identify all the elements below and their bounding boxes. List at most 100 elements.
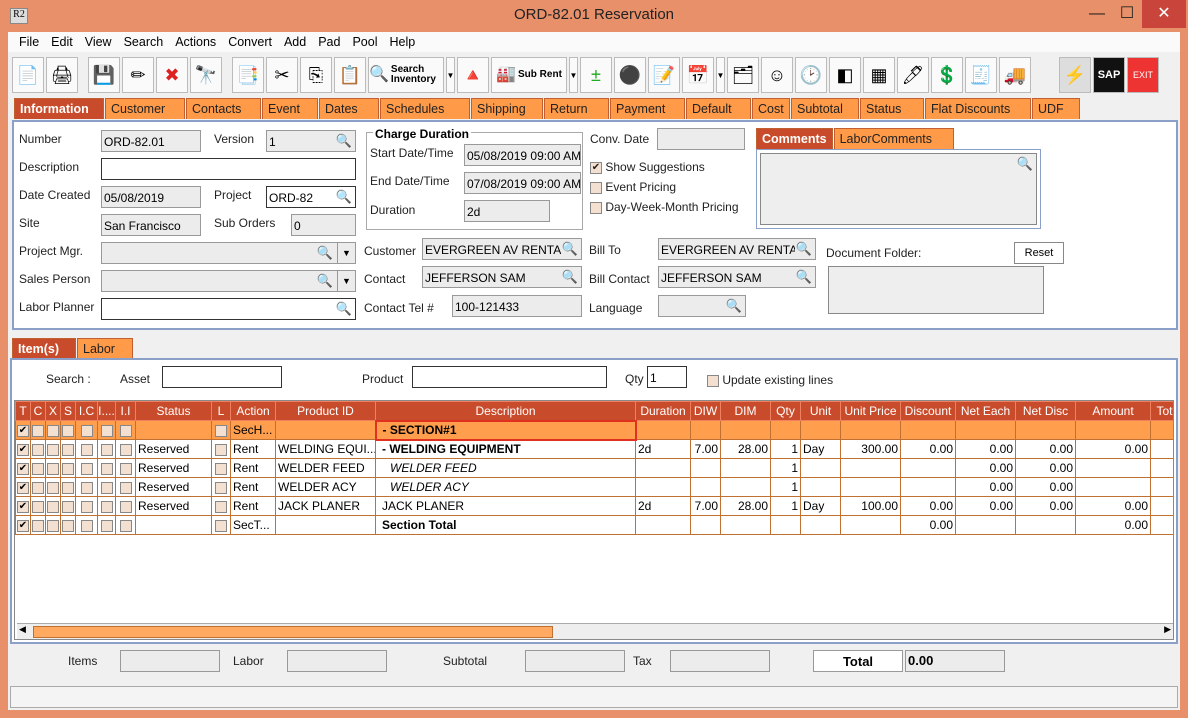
labor-planner-field[interactable]: 🔍	[101, 298, 356, 320]
column-header[interactable]: Net Disc	[1015, 401, 1076, 421]
column-header[interactable]: T	[15, 401, 31, 421]
menu-edit[interactable]: Edit	[51, 35, 73, 49]
column-header[interactable]: DIM	[720, 401, 771, 421]
cell-product[interactable]: WELDER ACY	[275, 477, 376, 497]
cell-unit[interactable]	[800, 477, 841, 497]
sales-person-field[interactable]: 🔍 ▼	[101, 270, 356, 292]
cell-net-each[interactable]	[955, 515, 1016, 535]
checkbox[interactable]	[32, 481, 44, 494]
cell-status[interactable]: Reserved	[135, 458, 212, 478]
cell-duration[interactable]: 2d	[635, 496, 691, 516]
checkbox[interactable]	[62, 443, 74, 456]
row-checkbox-cell[interactable]	[30, 458, 46, 478]
row-checkbox-cell[interactable]	[97, 515, 116, 535]
search-icon[interactable]: 🔍	[725, 298, 742, 313]
column-header[interactable]: Description	[375, 401, 636, 421]
edit-pencil-icon[interactable]: ✏	[122, 57, 154, 93]
cell-net-each[interactable]: 0.00	[955, 439, 1016, 459]
new-icon[interactable]: 📄	[12, 57, 44, 93]
cell-amount[interactable]	[1075, 458, 1151, 478]
cell-net-disc[interactable]	[1015, 515, 1076, 535]
row-checkbox-cell[interactable]: ✔	[15, 420, 31, 440]
cell-qty[interactable]: 1	[770, 458, 801, 478]
checkbox[interactable]	[32, 424, 44, 437]
checkbox[interactable]	[32, 443, 44, 456]
checkbox[interactable]	[215, 500, 227, 513]
truck-icon[interactable]: 🚚	[999, 57, 1031, 93]
row-checkbox-cell[interactable]	[75, 458, 98, 478]
document-folder-box[interactable]	[828, 266, 1044, 314]
checkbox[interactable]	[47, 424, 59, 437]
contact-field[interactable]: JEFFERSON SAM 🔍	[422, 266, 582, 288]
menu-pad[interactable]: Pad	[318, 35, 341, 49]
row-checkbox-cell[interactable]	[115, 496, 136, 516]
checkbox[interactable]	[215, 424, 227, 437]
cell-discount[interactable]: 0.00	[900, 439, 956, 459]
cell-duration[interactable]: 2d	[635, 439, 691, 459]
search-inventory-button[interactable]: 🔍 Search Inventory	[368, 57, 444, 93]
shapes-icon[interactable]: 🔺	[457, 57, 489, 93]
checkbox[interactable]	[119, 481, 132, 494]
cell-unit[interactable]: Day	[800, 439, 841, 459]
cell-product[interactable]: JACK PLANER	[275, 496, 376, 516]
row-checkbox-cell[interactable]	[97, 420, 116, 440]
cell-amount[interactable]: 0.00	[1075, 515, 1151, 535]
add-remove-icon[interactable]: ±	[580, 57, 612, 93]
checkbox[interactable]	[62, 481, 74, 494]
row-checkbox-cell[interactable]	[97, 439, 116, 459]
column-header[interactable]: Amount	[1075, 401, 1151, 421]
table-row[interactable]: ✔ SecH... - SECTION#1	[15, 419, 1173, 441]
row-checkbox-cell[interactable]	[75, 420, 98, 440]
cell-duration[interactable]	[635, 458, 691, 478]
cell-amount[interactable]: 0.00	[1075, 439, 1151, 459]
menu-actions[interactable]: Actions	[175, 35, 217, 49]
cell-net-disc[interactable]: 0.00	[1015, 458, 1076, 478]
row-checkbox-cell[interactable]	[75, 477, 98, 497]
product-input[interactable]	[412, 366, 607, 388]
cell-action[interactable]: SecH...	[230, 420, 276, 440]
row-checkbox-cell[interactable]: ✔	[15, 439, 31, 459]
tab-status[interactable]: Status	[860, 98, 924, 119]
chevron-down-icon[interactable]: ▼	[337, 243, 355, 263]
conv-date-field[interactable]	[657, 128, 745, 150]
cell-net-disc[interactable]: 0.00	[1015, 439, 1076, 459]
table-row[interactable]: ✔ Reserved Rent WELDER ACY WELDER ACY 1 0.00 0.…	[15, 477, 1173, 497]
cell-unit[interactable]	[800, 515, 841, 535]
language-field[interactable]: 🔍	[658, 295, 746, 317]
checkbox[interactable]	[119, 500, 132, 513]
chevron-down-icon[interactable]: ▼	[337, 271, 355, 291]
cell-price[interactable]: 100.00	[840, 496, 901, 516]
cell-net-each[interactable]: 0.00	[955, 477, 1016, 497]
checkbox[interactable]	[47, 443, 59, 456]
row-checkbox-cell[interactable]	[75, 515, 98, 535]
notepad-icon[interactable]: 📝	[648, 57, 680, 93]
tab-dates[interactable]: Dates	[319, 98, 379, 119]
row-checkbox-cell[interactable]	[45, 439, 61, 459]
cell-net-each[interactable]: 0.00	[955, 458, 1016, 478]
menu-help[interactable]: Help	[389, 35, 416, 49]
cell-action[interactable]: SecT...	[230, 515, 276, 535]
table-row[interactable]: ✔ Reserved Rent WELDING EQUI... - WELDING EQ…	[15, 439, 1173, 459]
form-edit-icon[interactable]: 🖊	[897, 57, 929, 93]
row-checkbox-cell[interactable]	[45, 515, 61, 535]
table-row[interactable]: ✔ Reserved Rent WELDER FEED WELDER FEED 1 0.00…	[15, 458, 1173, 478]
number-field[interactable]: ORD-82.01	[101, 130, 201, 152]
tab-customer[interactable]: Customer	[105, 98, 185, 119]
cell-diw[interactable]	[690, 477, 721, 497]
calendar-icon[interactable]: 📅	[682, 57, 714, 93]
cell-dim[interactable]	[720, 458, 771, 478]
money-icon[interactable]: 💲	[931, 57, 963, 93]
cell-desc[interactable]: Section Total	[375, 515, 636, 535]
menu-view[interactable]: View	[84, 35, 112, 49]
checkbox[interactable]	[62, 424, 74, 437]
checkbox[interactable]	[100, 500, 113, 513]
tab-flat-discounts[interactable]: Flat Discounts	[925, 98, 1031, 119]
column-header[interactable]: X	[45, 401, 61, 421]
tab-return[interactable]: Return	[544, 98, 609, 119]
row-checkbox-cell[interactable]: ✔	[15, 477, 31, 497]
row-checkbox-cell[interactable]: ✔	[15, 496, 31, 516]
column-header[interactable]: Unit	[800, 401, 841, 421]
cell-dim[interactable]: 28.00	[720, 496, 771, 516]
cell-duration[interactable]	[635, 515, 691, 535]
reset-button[interactable]: Reset	[1014, 242, 1064, 264]
